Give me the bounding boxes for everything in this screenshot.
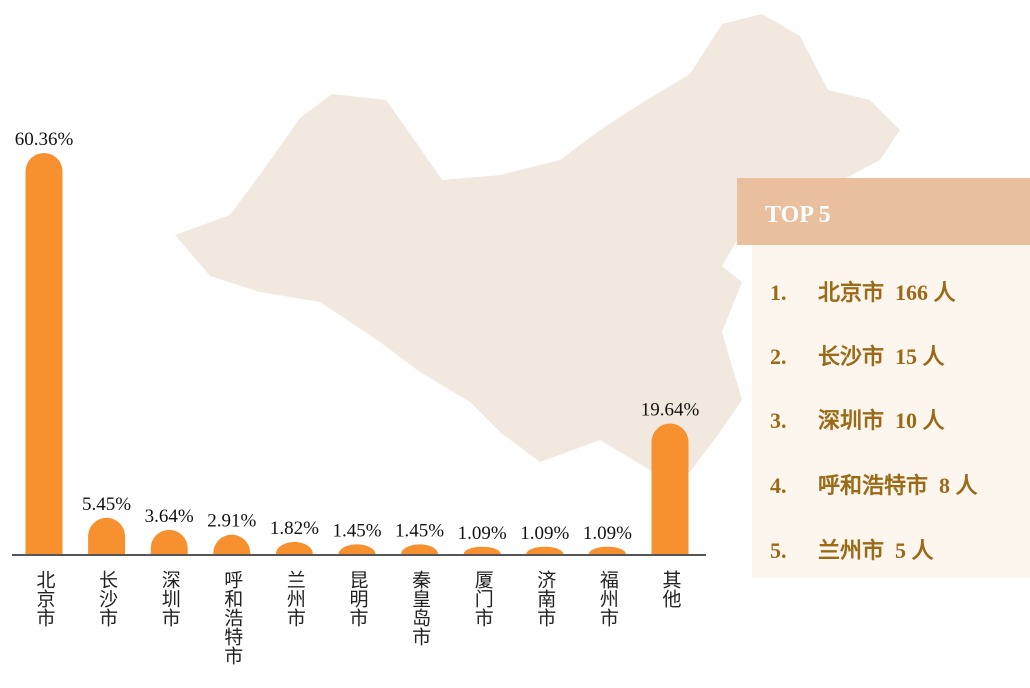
value-label: 1.09%: [520, 523, 569, 544]
bar: [588, 546, 626, 554]
value-label: 19.64%: [641, 400, 700, 421]
top5-header: [737, 178, 1030, 245]
value-label: 1.09%: [583, 523, 632, 544]
bar: [401, 544, 439, 554]
top5-item: 长沙市 15 人: [818, 344, 945, 369]
x-tick-label: 其他: [660, 570, 682, 608]
bar: [463, 546, 501, 554]
x-tick-label: 深圳市: [159, 570, 181, 627]
bar: [275, 541, 313, 554]
top5-rank: 1.: [770, 280, 787, 305]
top5-item: 深圳市 10 人: [818, 408, 945, 433]
x-tick-label: 兰州市: [284, 570, 306, 627]
x-tick-label: 呼和浩特市: [221, 570, 243, 665]
top5-rank: 2.: [770, 344, 787, 369]
bar: [88, 517, 126, 554]
x-tick-label: 长沙市: [96, 570, 118, 627]
bar: [213, 534, 251, 554]
top5-item: 呼和浩特市 8 人: [818, 473, 978, 498]
bar: [25, 153, 63, 554]
value-label: 5.45%: [82, 494, 131, 515]
x-tick-label: 厦门市: [472, 570, 494, 627]
value-label: 60.36%: [15, 129, 74, 150]
top5-item: 兰州市 5 人: [818, 538, 934, 563]
value-label: 1.09%: [458, 523, 507, 544]
top5-rank: 5.: [770, 538, 787, 563]
bar: [526, 546, 564, 554]
top5-body: [752, 245, 1030, 578]
top5-rank: 4.: [770, 473, 787, 498]
x-tick-label: 济南市: [534, 570, 556, 627]
x-tick-label: 北京市: [34, 570, 56, 627]
x-tick-label: 昆明市: [347, 570, 369, 627]
bar: [338, 544, 376, 554]
value-label: 3.64%: [145, 506, 194, 527]
x-tick-label: 福州市: [597, 570, 619, 627]
value-label: 1.45%: [332, 520, 381, 541]
top5-rank: 3.: [770, 408, 787, 433]
bar: [150, 529, 188, 554]
top5-title: TOP 5: [765, 202, 831, 228]
value-label: 1.82%: [270, 518, 319, 539]
bar: [651, 423, 689, 554]
top5-item: 北京市 166 人: [818, 280, 956, 305]
value-label: 2.91%: [207, 511, 256, 532]
value-label: 1.45%: [395, 520, 444, 541]
map-background: [175, 14, 900, 472]
x-tick-label: 秦皇岛市: [409, 570, 431, 646]
